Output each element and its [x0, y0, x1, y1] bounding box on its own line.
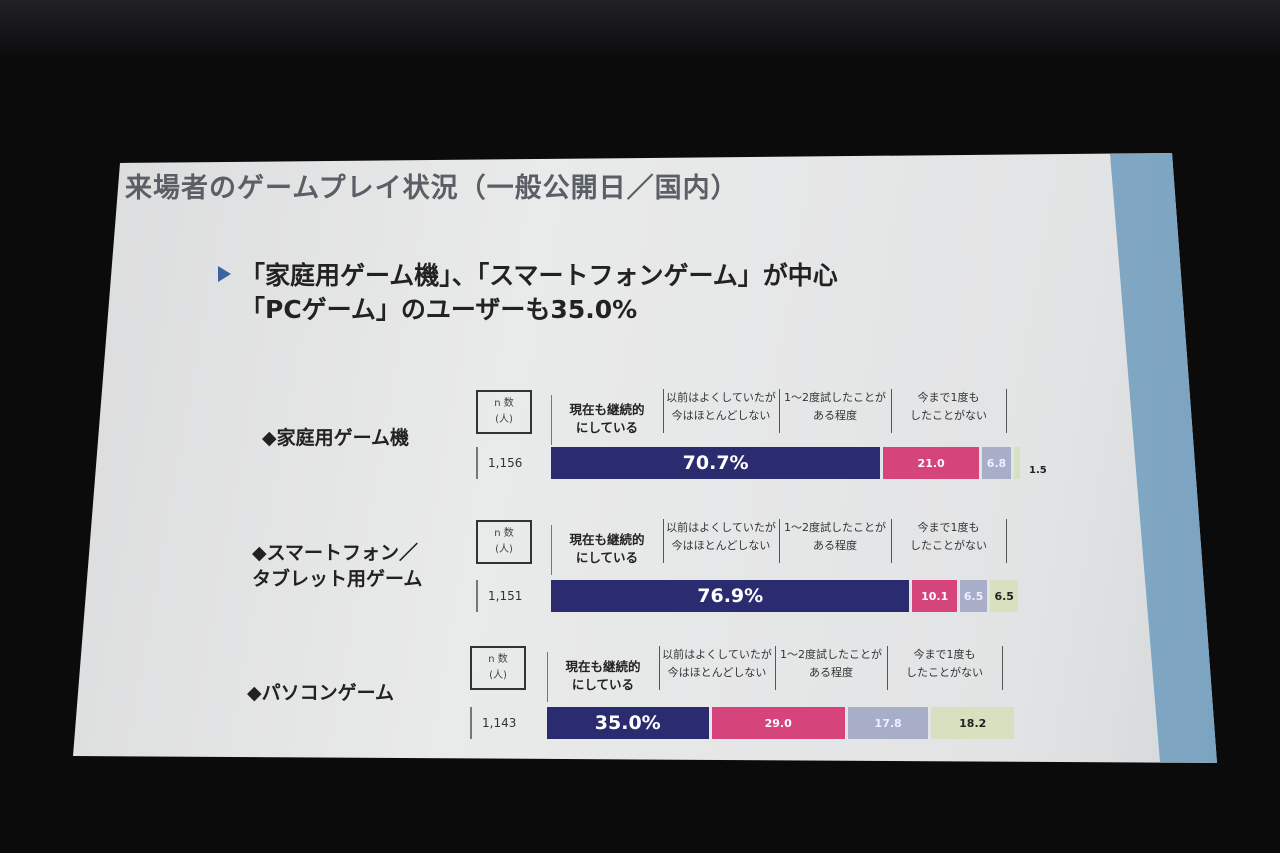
row-label: ◆スマートフォン／ タブレット用ゲーム: [252, 542, 423, 590]
legend-header: 以前はよくしていたが 今はほとんどしない: [659, 646, 774, 690]
legend-header: 現在も継続的 にしている: [547, 652, 658, 702]
legend-header: 現在も継続的 にしている: [551, 395, 662, 445]
legend-header: 今まで1度も したことがない: [891, 519, 1005, 563]
bar-segment: 6.8: [981, 447, 1011, 479]
legend-header: 以前はよくしていたが 今はほとんどしない: [663, 389, 778, 433]
legend-header: 1～2度試したことが ある程度: [775, 646, 886, 690]
row-label: ◆家庭用ゲーム機: [262, 427, 410, 449]
bullet-line-1: 「家庭用ゲーム機」、「スマートフォンゲーム」が中心: [240, 261, 838, 290]
n-value: 1,151: [476, 580, 522, 612]
bar-segment: 35.0%: [547, 707, 709, 739]
bar-segment: 76.9%: [551, 580, 910, 612]
legend-header: 今まで1度も したことがない: [887, 646, 1001, 690]
legend-header: 今まで1度も したことがない: [891, 389, 1005, 433]
legend-header: 1～2度試したことが ある程度: [779, 389, 890, 433]
n-value: 1,143: [470, 707, 516, 739]
row-label: ◆パソコンゲーム: [247, 682, 395, 704]
header-divider: [1006, 389, 1007, 433]
bar-segment: 29.0: [711, 707, 845, 739]
n-header-box: n 数 (人): [476, 520, 532, 564]
legend-header: 現在も継続的 にしている: [551, 525, 662, 575]
bullet-triangle-icon: [218, 266, 231, 282]
bar-segment: 10.1: [912, 580, 957, 612]
background-band: [0, 0, 1280, 60]
bar-segment: 21.0: [883, 447, 979, 479]
bar-segment: 6.5: [959, 580, 988, 612]
bar-segment: 17.8: [847, 707, 929, 739]
n-value: 1,156: [476, 447, 522, 479]
n-header-box: n 数 (人): [476, 390, 532, 434]
header-divider: [1002, 646, 1003, 690]
data-label-outside: 1.5: [1029, 465, 1047, 476]
bar-segment: [1013, 447, 1020, 479]
bar-segment: 70.7%: [551, 447, 881, 479]
legend-header: 以前はよくしていたが 今はほとんどしない: [663, 519, 778, 563]
bar-segment: 6.5: [990, 580, 1018, 612]
slide-title: 来場者のゲームプレイ状況（一般公開日／国内）: [125, 173, 739, 204]
legend-header: 1～2度試したことが ある程度: [779, 519, 890, 563]
header-divider: [1006, 519, 1007, 563]
n-header-box: n 数 (人): [470, 646, 526, 690]
bar-segment: 18.2: [931, 707, 1014, 739]
bullet-line-2: 「PCゲーム」のユーザーも35.0%: [240, 295, 638, 324]
